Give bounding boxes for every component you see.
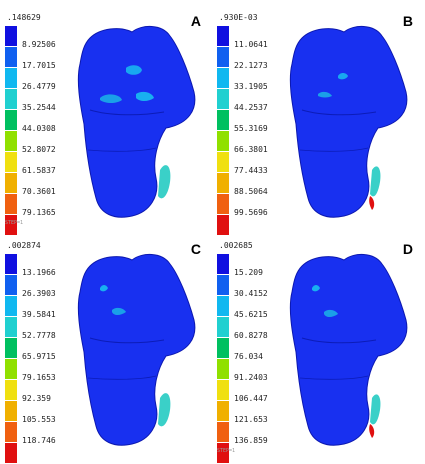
legend-level: 26.4779 xyxy=(22,82,56,91)
bone-model-image xyxy=(289,26,408,218)
bone-model-image xyxy=(77,254,196,446)
legend-level: 121.653 xyxy=(234,415,268,424)
legend-min-value: .930E-03 xyxy=(219,13,258,22)
legend-level: 65.9715 xyxy=(22,352,56,361)
legend-level: 11.0641 xyxy=(234,40,268,49)
legend-level: 45.6215 xyxy=(234,310,268,319)
panel-b: B .930E-03 11.0641 22.1273 33.1905 44.25… xyxy=(212,0,424,236)
legend-level: 8.92506 xyxy=(22,40,56,49)
legend-swatch xyxy=(217,215,229,236)
legend-swatch xyxy=(217,254,229,275)
legend-level: 76.034 xyxy=(234,352,263,361)
legend-level: 79.1653 xyxy=(22,373,56,382)
legend-swatch xyxy=(217,26,229,47)
legend-swatch xyxy=(5,443,17,464)
legend-level: 17.7015 xyxy=(22,61,56,70)
legend-level: 30.4152 xyxy=(234,289,268,298)
legend-level: 52.8072 xyxy=(22,145,56,154)
step-label: STEP=1 xyxy=(5,220,24,226)
legend-level: 105.553 xyxy=(22,415,56,424)
legend-swatch xyxy=(5,131,17,152)
legend-level: 35.2544 xyxy=(22,103,56,112)
legend-level: 33.1905 xyxy=(234,82,268,91)
legend-swatch xyxy=(5,68,17,89)
legend-level: 26.3903 xyxy=(22,289,56,298)
step-label: STEP=1 xyxy=(217,448,236,454)
legend-swatch xyxy=(217,380,229,401)
legend-level: 44.0308 xyxy=(22,124,56,133)
legend-level: 92.359 xyxy=(22,394,51,403)
legend-level: 52.7778 xyxy=(22,331,56,340)
legend-swatch xyxy=(5,380,17,401)
legend-swatch xyxy=(217,47,229,68)
panel-label: C xyxy=(190,241,201,257)
legend-swatch xyxy=(217,422,229,443)
legend-swatch xyxy=(217,317,229,338)
legend-swatch xyxy=(5,173,17,194)
panel-d: D .002685 15.209 30.4152 45.6215 60.8278… xyxy=(212,228,424,464)
legend-level: 136.859 xyxy=(234,436,268,445)
legend-swatch xyxy=(217,110,229,131)
legend-level: 60.8278 xyxy=(234,331,268,340)
legend-swatch xyxy=(5,26,17,47)
legend-level: 55.3169 xyxy=(234,124,268,133)
legend-level: 118.746 xyxy=(22,436,56,445)
legend-level: 39.5841 xyxy=(22,310,56,319)
legend-swatch xyxy=(217,68,229,89)
legend-swatch xyxy=(5,89,17,110)
legend-swatch xyxy=(217,89,229,110)
legend-swatch xyxy=(217,275,229,296)
legend-swatch xyxy=(5,317,17,338)
legend-min-value: .002874 xyxy=(7,241,41,250)
legend-min-value: .002685 xyxy=(219,241,253,250)
legend-min-value: .148629 xyxy=(7,13,41,22)
legend-level: 66.3801 xyxy=(234,145,268,154)
panel-c: C .002874 13.1966 26.3903 39.5841 52.777… xyxy=(0,228,212,464)
bone-model-image xyxy=(77,26,196,218)
legend-level: 77.4433 xyxy=(234,166,268,175)
panel-label: B xyxy=(402,13,413,29)
legend-swatch xyxy=(5,275,17,296)
legend-swatch xyxy=(217,338,229,359)
bone-model-image xyxy=(289,254,408,446)
legend-swatch xyxy=(5,47,17,68)
legend-level: 106.447 xyxy=(234,394,268,403)
legend-level: 70.3601 xyxy=(22,187,56,196)
legend-swatch xyxy=(217,131,229,152)
legend-level: 91.2403 xyxy=(234,373,268,382)
legend-swatch xyxy=(5,296,17,317)
legend-level: 13.1966 xyxy=(22,268,56,277)
legend-swatch xyxy=(5,422,17,443)
legend-swatch xyxy=(217,359,229,380)
legend-swatch xyxy=(5,215,17,236)
legend-swatch xyxy=(217,173,229,194)
legend-swatch xyxy=(217,152,229,173)
legend-swatch xyxy=(5,110,17,131)
legend-level: 22.1273 xyxy=(234,61,268,70)
legend-swatch xyxy=(5,254,17,275)
legend-swatch xyxy=(217,194,229,215)
legend-level: 79.1365 xyxy=(22,208,56,217)
legend-swatch xyxy=(5,359,17,380)
panel-a: A .148629 8.92506 17.7015 26.4779 35.254… xyxy=(0,0,212,236)
legend-level: 99.5696 xyxy=(234,208,268,217)
legend-level: 61.5837 xyxy=(22,166,56,175)
panel-label: D xyxy=(402,241,413,257)
legend-swatch xyxy=(5,401,17,422)
legend-level: 44.2537 xyxy=(234,103,268,112)
legend-level: 15.209 xyxy=(234,268,263,277)
legend-swatch xyxy=(217,296,229,317)
panel-label: A xyxy=(190,13,201,29)
legend-swatch xyxy=(5,194,17,215)
legend-swatch xyxy=(5,152,17,173)
legend-level: 88.5064 xyxy=(234,187,268,196)
legend-swatch xyxy=(217,401,229,422)
legend-swatch xyxy=(5,338,17,359)
